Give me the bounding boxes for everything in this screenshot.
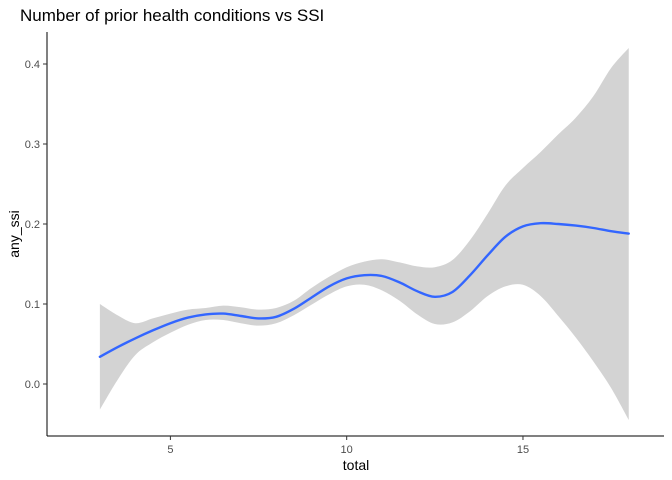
y-tick-label: 0.0 [25,379,40,391]
y-axis-ticks: 0.0 0.1 0.2 0.3 0.4 [25,59,47,391]
plot-area [98,48,630,420]
confidence-band [99,48,629,420]
x-axis-title: total [343,457,369,473]
y-tick-label: 0.3 [25,139,40,151]
x-tick-label: 5 [167,444,173,456]
y-tick-label: 0.4 [25,59,40,71]
y-axis-title: any_ssi [6,210,22,257]
y-tick-label: 0.1 [25,299,40,311]
chart-title: Number of prior health conditions vs SSI [20,6,324,25]
x-axis-ticks: 5 10 15 [167,436,529,456]
smooth-line [98,221,630,358]
x-tick-label: 15 [517,444,529,456]
y-tick-label: 0.2 [25,219,40,231]
x-tick-label: 10 [341,444,353,456]
